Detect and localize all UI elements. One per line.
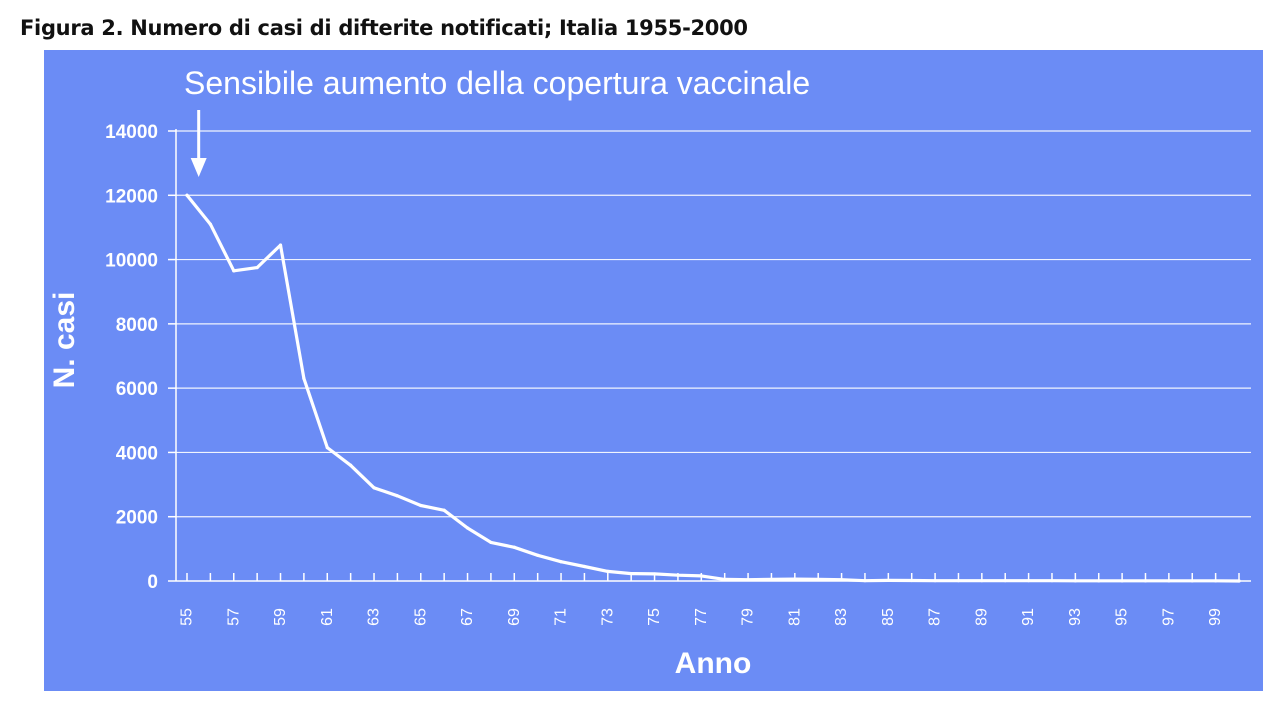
chart-background [44, 50, 1263, 691]
data-point [372, 486, 376, 490]
x-tick-label: 91 [1020, 608, 1037, 626]
data-point [699, 574, 703, 578]
data-point [606, 569, 610, 573]
data-point [886, 578, 890, 582]
data-point [559, 560, 563, 564]
chart-panel: 0 2000 4000 6000 8000 10000 12000 14000 55 57 59 61… [44, 50, 1263, 691]
y-tick-label: 4000 [116, 443, 158, 464]
x-tick-label: 85 [880, 608, 897, 626]
data-point [442, 508, 446, 512]
series-layer [185, 193, 1241, 583]
y-axis-title: N. casi [48, 292, 81, 389]
data-point [185, 193, 189, 197]
figure-caption: Figura 2. Numero di casi di difterite no… [20, 16, 748, 40]
x-tick-label: 99 [1207, 608, 1224, 626]
data-point [769, 577, 774, 581]
series-line [185, 193, 1241, 583]
arrow-head [190, 158, 207, 177]
data-point [465, 526, 470, 530]
annotation-text: Sensibile aumento della copertura vaccin… [184, 65, 810, 101]
x-tick-label: 65 [412, 608, 429, 626]
x-tick-label: 75 [646, 608, 663, 626]
data-point [956, 579, 961, 583]
data-point [1143, 579, 1148, 583]
x-tick-label: 55 [179, 608, 196, 626]
y-tick-label: 8000 [116, 315, 158, 336]
x-axis-title: Anno [675, 647, 752, 680]
data-point [325, 446, 329, 450]
data-point [863, 579, 867, 583]
y-tick-label: 6000 [116, 379, 158, 400]
x-tick-label: 63 [366, 608, 383, 626]
data-point [980, 579, 984, 583]
data-point [1167, 579, 1171, 583]
x-tick-label: 57 [225, 608, 242, 626]
x-tick-label: 87 [927, 608, 944, 626]
y-tick-label: 0 [147, 572, 158, 593]
data-point [676, 573, 680, 577]
data-point [278, 243, 283, 247]
data-point [1190, 579, 1194, 583]
y-tick-label: 14000 [105, 122, 158, 143]
data-point [910, 578, 914, 583]
data-point [489, 540, 493, 545]
x-tick-label: 83 [833, 608, 850, 626]
x-tick-label: 73 [599, 608, 616, 626]
gridlines [176, 130, 1251, 518]
x-tick-label: 89 [973, 608, 990, 626]
data-point [933, 579, 937, 583]
x-tick-label: 79 [740, 608, 757, 626]
arrow-down-icon [190, 110, 207, 177]
data-point [723, 577, 727, 581]
data-point [816, 577, 820, 581]
y-tick-label: 12000 [105, 186, 158, 207]
x-tick-label: 97 [1160, 608, 1177, 626]
data-point [349, 463, 353, 467]
x-tick-label: 81 [786, 608, 803, 626]
data-point [1237, 579, 1241, 583]
data-point [629, 572, 633, 576]
x-tick-label: 67 [459, 608, 476, 626]
data-point [1120, 579, 1124, 583]
x-tick-label: 59 [272, 608, 289, 626]
data-point [536, 553, 540, 557]
data-point [1097, 579, 1101, 583]
x-tick-label: 95 [1114, 608, 1131, 626]
data-point [302, 376, 306, 381]
x-tick-label: 93 [1067, 608, 1084, 626]
data-point [839, 578, 844, 582]
data-point [208, 222, 212, 226]
data-point [582, 564, 587, 569]
data-point [1214, 579, 1218, 583]
x-tick-label: 61 [319, 608, 336, 626]
data-point [512, 545, 516, 549]
data-point [1073, 579, 1077, 583]
y-tick-label: 2000 [116, 508, 158, 529]
data-point [1003, 579, 1007, 583]
data-point [395, 494, 399, 498]
data-point [1050, 579, 1054, 583]
x-tick-label: 71 [553, 608, 570, 626]
x-tick-label: 69 [506, 608, 523, 626]
data-point [1027, 579, 1031, 583]
data-point [419, 503, 423, 508]
tick-labels: 0 2000 4000 6000 8000 10000 12000 14000 55 57 59 61… [105, 122, 1224, 626]
data-point [652, 572, 657, 576]
y-tick-label: 10000 [105, 251, 158, 272]
data-point [746, 578, 750, 582]
line-chart: 0 2000 4000 6000 8000 10000 12000 14000 55 57 59 61… [44, 50, 1263, 691]
data-point [793, 577, 797, 581]
annotation: Sensibile aumento della copertura vaccin… [184, 65, 810, 177]
x-tick-label: 77 [693, 608, 710, 626]
data-point [232, 269, 236, 273]
data-point [255, 266, 259, 270]
